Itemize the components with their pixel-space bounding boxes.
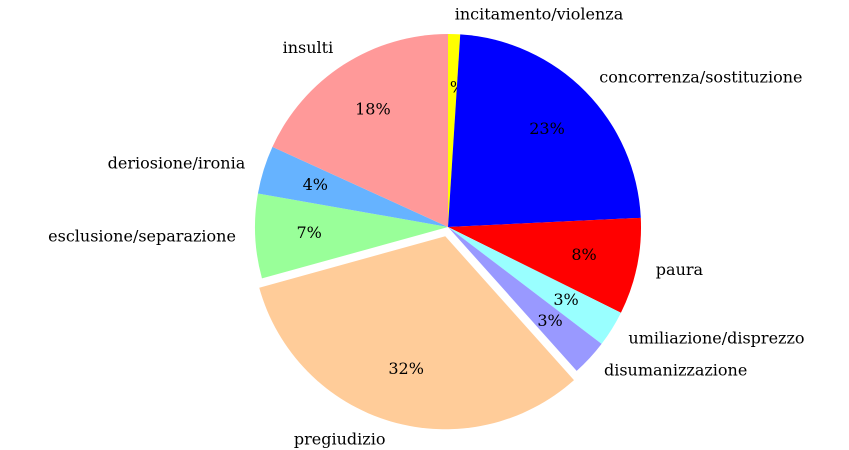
slice-label: deriosione/ironia [108, 153, 246, 172]
slice-label: umiliazione/disprezzo [628, 328, 804, 347]
pct-label: 3% [553, 290, 578, 309]
pie-slice [448, 227, 621, 344]
pie-slice [448, 227, 602, 371]
pie-slice [448, 34, 641, 227]
slice-label: paura [656, 260, 704, 279]
pie-slice [272, 34, 448, 227]
pie-slice [448, 217, 641, 313]
pie-slice [255, 193, 448, 279]
pie-slice [257, 146, 448, 227]
pct-label: 32% [388, 359, 424, 378]
slice-label: esclusione/separazione [48, 227, 236, 246]
pct-label: 4% [303, 175, 328, 194]
pct-label: 8% [571, 245, 596, 264]
pct-label: 3% [537, 311, 562, 330]
pct-label: 7% [297, 223, 322, 242]
slice-label: disumanizzazione [604, 361, 747, 380]
slice-label: insulti [283, 38, 334, 57]
slice-label: concorrenza/sostituzione [599, 68, 802, 87]
pct-label: 23% [529, 119, 565, 138]
pct-label: 18% [355, 100, 391, 119]
slice-label: incitamento/violenza [455, 4, 624, 23]
pie-slice [259, 236, 574, 430]
slice-label: pregiudizio [294, 429, 386, 448]
pie-slice [448, 34, 461, 227]
